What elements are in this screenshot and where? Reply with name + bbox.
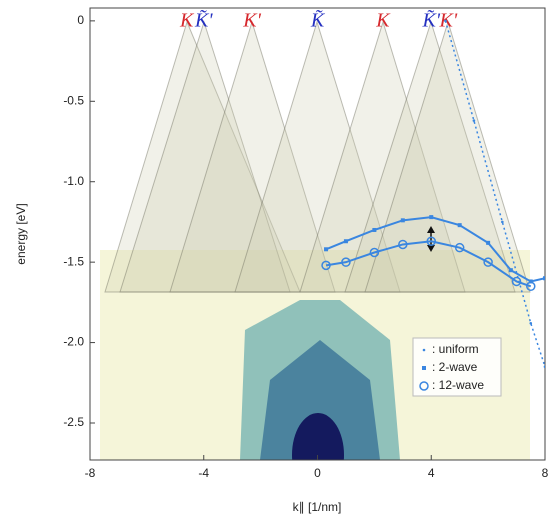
data-point <box>511 276 522 287</box>
data-point <box>343 239 348 244</box>
band-surface <box>234 20 401 293</box>
legend-label: : 2-wave <box>432 360 478 374</box>
series-line <box>325 216 545 283</box>
x-tick-label: -4 <box>198 466 209 480</box>
data-point <box>543 276 545 281</box>
data-point <box>398 239 408 250</box>
data-point <box>454 242 465 253</box>
point-label: K̃' <box>194 8 213 31</box>
data-point <box>426 236 436 246</box>
data-point <box>486 240 491 245</box>
point-label: K̃ <box>310 8 326 31</box>
data-point <box>457 223 462 228</box>
y-tick-label: 0 <box>77 13 84 27</box>
data-point <box>529 321 533 325</box>
point-label: K <box>179 10 195 32</box>
band-surface <box>104 20 301 293</box>
data-point <box>526 281 536 292</box>
gap-arrow-head <box>427 245 435 252</box>
data-point <box>321 260 331 271</box>
y-tick-label: -2.0 <box>63 335 84 349</box>
data-point <box>372 227 377 232</box>
y-axis-label: energy [eV] <box>14 203 28 264</box>
point-label: K̃' <box>421 8 440 31</box>
y-tick-label: -1.0 <box>63 174 84 188</box>
data-point <box>444 19 447 23</box>
y-tick-label: -2.5 <box>63 415 84 429</box>
point-label: K <box>375 10 391 32</box>
data-point <box>483 257 493 267</box>
data-point <box>543 365 545 369</box>
point-label: K' <box>242 10 261 32</box>
legend-marker <box>419 381 429 391</box>
band-surface <box>260 340 380 460</box>
data-point <box>528 279 533 284</box>
x-axis-label: k∥ [1/nm] <box>293 500 342 514</box>
data-point <box>508 268 513 273</box>
point-label: K' <box>439 10 458 32</box>
band-surface <box>292 413 344 460</box>
y-tick-label: -0.5 <box>63 93 84 107</box>
data-point <box>472 119 476 122</box>
y-tick-label: -1.5 <box>63 254 84 268</box>
band-surfaces <box>100 20 531 460</box>
x-tick-label: -8 <box>85 466 96 480</box>
band-surface <box>299 20 466 293</box>
series-layer <box>321 19 545 369</box>
data-point <box>501 220 504 224</box>
x-tick-label: 4 <box>428 466 435 480</box>
legend-label: : uniform <box>432 342 479 356</box>
band-surface <box>364 20 531 293</box>
legend-label: : 12-wave <box>432 378 484 392</box>
legend-marker <box>422 366 426 370</box>
x-tick-label: 8 <box>542 466 549 480</box>
band-surface <box>169 20 336 293</box>
data-point <box>369 247 380 258</box>
band-surface <box>119 20 291 293</box>
series-line <box>325 240 532 288</box>
data-point <box>400 218 405 223</box>
gap-arrow-head <box>427 226 435 233</box>
data-point <box>429 215 434 220</box>
legend-marker <box>422 348 426 352</box>
data-point <box>324 247 329 252</box>
data-point <box>341 257 351 267</box>
x-tick-label: 0 <box>314 466 321 480</box>
